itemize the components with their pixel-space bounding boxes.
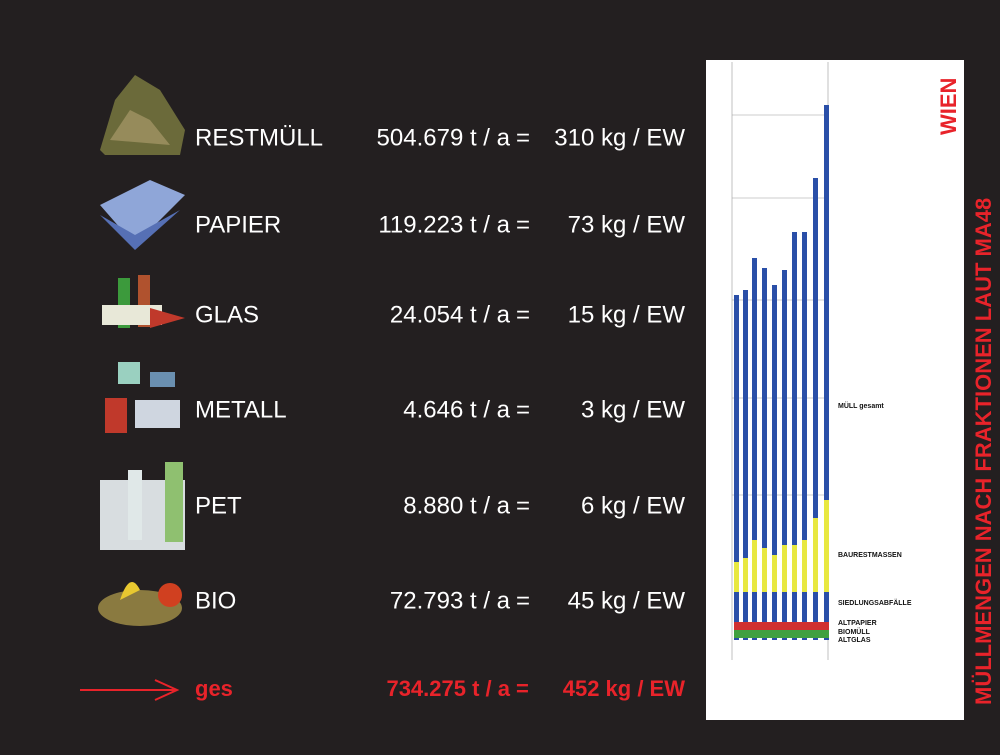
chart-label: ALTPAPIER — [838, 620, 877, 627]
chart-label: BIOMÜLL — [838, 627, 871, 636]
row-per-capita: 45 kg / EW — [568, 587, 686, 614]
chart-labels: MÜLL gesamt BAURESTMASSEN SIEDLUNGSABFÄLLE… — [838, 401, 912, 644]
row-amount: 4.646 t / a — [403, 396, 510, 423]
chart-label: ALTGLAS — [838, 637, 871, 644]
total-per-capita: 452 kg / EW — [563, 676, 686, 701]
row-label: PAPIER — [195, 211, 281, 238]
total-amount: 734.275 t / a — [386, 676, 510, 701]
row-per-capita: 310 kg / EW — [554, 124, 685, 151]
row-equals: = — [516, 396, 530, 423]
icons — [98, 75, 185, 626]
row-amount: 24.054 t / a — [390, 301, 511, 328]
chart-label: BAURESTMASSEN — [838, 552, 902, 559]
total-label: ges — [195, 676, 233, 701]
row-per-capita: 73 kg / EW — [568, 211, 686, 238]
arrow — [80, 679, 180, 701]
row-amount: 72.793 t / a — [390, 587, 511, 614]
row-amount: 504.679 t / a — [377, 124, 511, 151]
row-label: PET — [195, 492, 242, 519]
total-equals: = — [516, 676, 529, 701]
row-equals: = — [516, 492, 530, 519]
row-equals: = — [516, 124, 530, 151]
row-per-capita: 3 kg / EW — [581, 396, 685, 423]
row-equals: = — [516, 211, 530, 238]
row-label: GLAS — [195, 301, 259, 328]
chart-label: SIEDLUNGSABFÄLLE — [838, 599, 912, 607]
row-label: RESTMÜLL — [195, 124, 323, 151]
chart-image: MÜLL gesamt BAURESTMASSEN SIEDLUNGSABFÄLLE… — [706, 60, 964, 720]
side-title: MÜLLMENGEN NACH FRAKTIONEN LAUT MA48 — [971, 198, 996, 705]
row-label: BIO — [195, 587, 236, 614]
row-amount: 119.223 t / a — [378, 211, 510, 238]
row-per-capita: 15 kg / EW — [568, 301, 686, 328]
row-label: METALL — [195, 396, 287, 423]
row-equals: = — [516, 301, 530, 328]
row-equals: = — [516, 587, 530, 614]
side-city: WIEN — [936, 78, 961, 135]
chart-label: MÜLL gesamt — [838, 401, 884, 410]
row-amount: 8.880 t / a — [403, 492, 510, 519]
row-per-capita: 6 kg / EW — [581, 492, 685, 519]
